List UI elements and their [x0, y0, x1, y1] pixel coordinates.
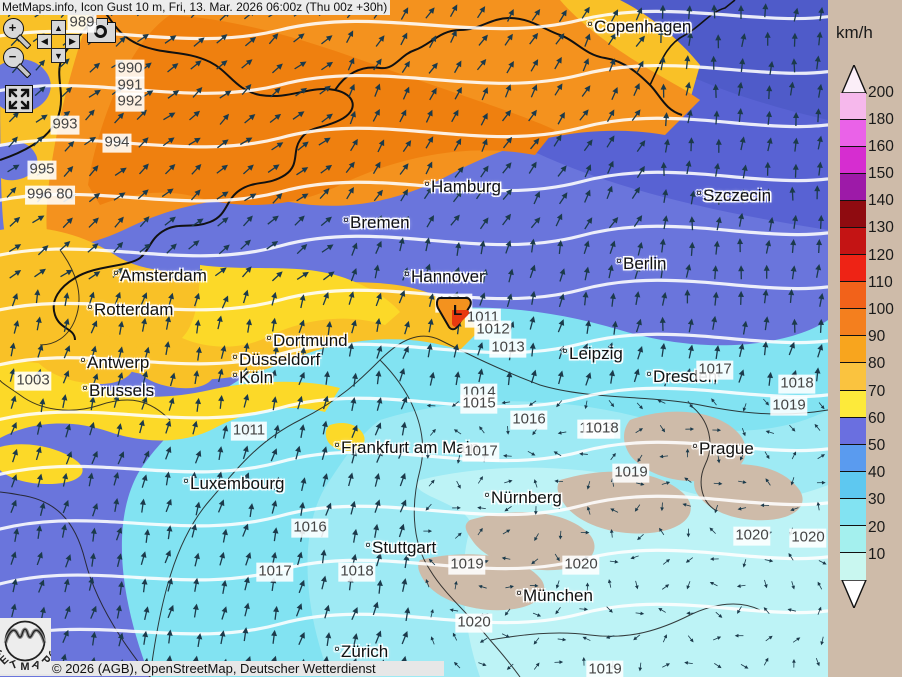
svg-text:L: L	[453, 302, 462, 319]
svg-text:M: M	[20, 661, 29, 673]
svg-text:T: T	[9, 658, 20, 672]
